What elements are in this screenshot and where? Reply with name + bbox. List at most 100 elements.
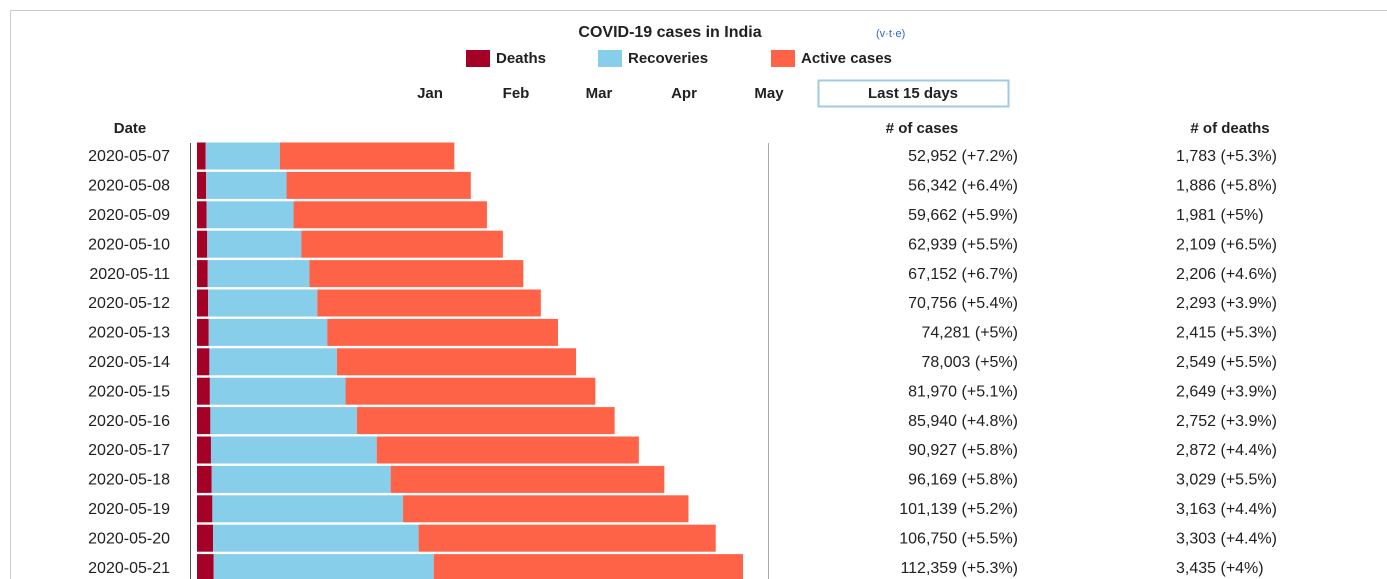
bar-segment bbox=[197, 201, 207, 229]
date-label: 2020-05-11 bbox=[89, 266, 170, 283]
bar-segment bbox=[197, 377, 210, 405]
bar-segment bbox=[197, 142, 206, 170]
nav-box[interactable] bbox=[817, 79, 1010, 108]
deaths-label: 3,303 (+4.4%) bbox=[1176, 530, 1277, 547]
date-label: 2020-05-17 bbox=[88, 442, 170, 459]
date-label: 2020-05-10 bbox=[88, 236, 170, 253]
legend-label: Deaths bbox=[496, 50, 546, 67]
bar-segment bbox=[197, 260, 208, 288]
bar-segment bbox=[213, 554, 434, 579]
bar-segment bbox=[210, 436, 377, 464]
bar-segment bbox=[327, 318, 558, 346]
cases-label: 85,940 (+4.8%) bbox=[908, 413, 1018, 430]
bar-segment bbox=[197, 318, 209, 346]
bar-segment bbox=[197, 436, 211, 464]
deaths-label: 2,415 (+5.3%) bbox=[1176, 325, 1277, 342]
bar-segment bbox=[390, 465, 665, 493]
date-label: 2020-05-15 bbox=[88, 383, 170, 400]
date-label: 2020-05-12 bbox=[88, 295, 170, 312]
cases-label: 56,342 (+6.4%) bbox=[908, 178, 1018, 195]
date-label: 2020-05-18 bbox=[88, 472, 170, 489]
bar-segment bbox=[197, 524, 214, 552]
nav-button[interactable]: Mar bbox=[586, 85, 613, 102]
bar-segment bbox=[212, 495, 404, 523]
deaths-label: 2,752 (+3.9%) bbox=[1176, 413, 1277, 430]
bar-segment bbox=[286, 171, 471, 199]
legend-swatch bbox=[466, 50, 490, 67]
bar-segment bbox=[211, 465, 391, 493]
bar-segment bbox=[197, 407, 211, 435]
legend-swatch bbox=[771, 50, 795, 67]
cases-label: 90,927 (+5.8%) bbox=[908, 442, 1018, 459]
cases-label: 59,662 (+5.9%) bbox=[908, 207, 1018, 224]
bar-segment bbox=[207, 230, 302, 258]
cases-label: 101,139 (+5.2%) bbox=[899, 501, 1018, 518]
deaths-label: 1,783 (+5.3%) bbox=[1176, 148, 1277, 165]
bar-segment bbox=[208, 318, 328, 346]
bar-segment bbox=[197, 495, 213, 523]
bar-segment bbox=[209, 377, 346, 405]
deaths-label: 2,549 (+5.5%) bbox=[1176, 354, 1277, 371]
deaths-header: # of deaths bbox=[1190, 120, 1269, 137]
bar-segment bbox=[418, 524, 716, 552]
date-label: 2020-05-09 bbox=[88, 207, 170, 224]
cases-label: 96,169 (+5.8%) bbox=[908, 472, 1018, 489]
cases-label: 81,970 (+5.1%) bbox=[908, 383, 1018, 400]
bar-segment bbox=[210, 407, 357, 435]
legend-label: Active cases bbox=[801, 50, 892, 67]
bar-segment bbox=[208, 289, 318, 317]
deaths-label: 2,649 (+3.9%) bbox=[1176, 383, 1277, 400]
bar-segment bbox=[197, 465, 212, 493]
bar-segment bbox=[207, 260, 310, 288]
bar-segment bbox=[403, 495, 689, 523]
bar-segment bbox=[345, 377, 596, 405]
nav-button[interactable]: May bbox=[754, 85, 784, 102]
nav-button[interactable]: Last 15 days bbox=[868, 85, 958, 102]
bar-segment bbox=[336, 348, 577, 376]
bar-segment bbox=[279, 142, 455, 170]
nav-button[interactable]: Apr bbox=[671, 85, 697, 102]
bar-segment bbox=[376, 436, 639, 464]
date-header: Date bbox=[114, 120, 147, 137]
nav-button[interactable]: Feb bbox=[503, 85, 530, 102]
legend-label: Recoveries bbox=[628, 50, 708, 67]
bar-segment bbox=[356, 407, 615, 435]
deaths-label: 1,981 (+5%) bbox=[1176, 207, 1264, 224]
deaths-label: 3,029 (+5.5%) bbox=[1176, 472, 1277, 489]
bar-segment bbox=[309, 260, 524, 288]
deaths-label: 3,163 (+4.4%) bbox=[1176, 501, 1277, 518]
bar-segment bbox=[209, 348, 337, 376]
nav-button[interactable]: Jan bbox=[417, 85, 443, 102]
cases-label: 112,359 (+5.3%) bbox=[900, 560, 1018, 577]
bar-segment bbox=[206, 201, 294, 229]
deaths-label: 2,293 (+3.9%) bbox=[1176, 295, 1277, 312]
bar-segment bbox=[197, 171, 207, 199]
cases-label: 106,750 (+5.5%) bbox=[899, 530, 1018, 547]
bar-segment bbox=[197, 289, 209, 317]
date-label: 2020-05-13 bbox=[88, 325, 170, 342]
deaths-label: 3,435 (+4%) bbox=[1176, 560, 1264, 577]
deaths-label: 1,886 (+5.8%) bbox=[1176, 178, 1277, 195]
chart-title: COVID-19 cases in India bbox=[578, 24, 761, 41]
date-label: 2020-05-21 bbox=[88, 560, 170, 577]
bar-segment bbox=[197, 554, 214, 579]
vte-links[interactable]: (v·t·e) bbox=[876, 28, 905, 40]
deaths-label: 2,109 (+6.5%) bbox=[1176, 236, 1277, 253]
bar-segment bbox=[213, 524, 419, 552]
cases-label: 74,281 (+5%) bbox=[921, 325, 1018, 342]
cases-header: # of cases bbox=[886, 120, 959, 137]
date-label: 2020-05-14 bbox=[88, 354, 170, 371]
bar-segment bbox=[197, 230, 208, 258]
date-label: 2020-05-07 bbox=[88, 148, 170, 165]
cases-label: 78,003 (+5%) bbox=[921, 354, 1018, 371]
bar-segment bbox=[206, 171, 287, 199]
cases-label: 62,939 (+5.5%) bbox=[908, 236, 1018, 253]
bar-segment bbox=[317, 289, 541, 317]
bar-segment bbox=[293, 201, 487, 229]
bar-segment bbox=[433, 554, 743, 579]
bar-segment bbox=[205, 142, 280, 170]
legend-swatch bbox=[598, 50, 622, 67]
bar-segment bbox=[301, 230, 503, 258]
cases-label: 70,756 (+5.4%) bbox=[908, 295, 1018, 312]
